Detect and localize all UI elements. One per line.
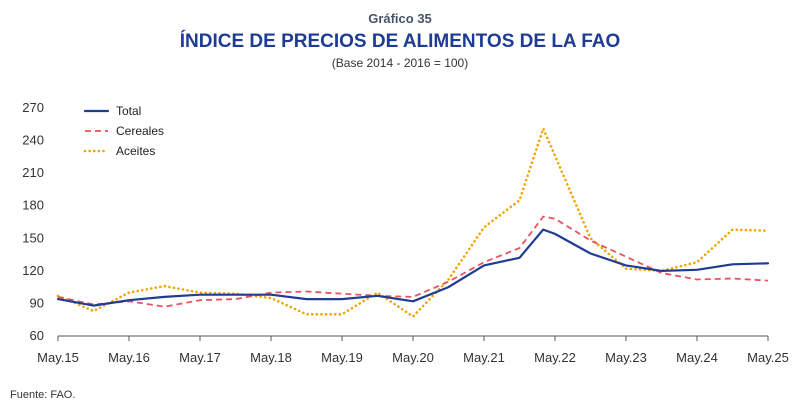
chart-axes: 60 90 120 150 180 210 240 270 May.15 May.16 May.17… xyxy=(22,100,789,365)
legend-label-cereales: Cereales xyxy=(116,124,164,138)
y-tick-label: 210 xyxy=(22,165,44,180)
y-tick-label: 240 xyxy=(22,133,44,148)
y-tick-label: 60 xyxy=(30,328,44,343)
legend-label-aceites: Aceites xyxy=(116,144,155,158)
x-tick-label: May.16 xyxy=(108,350,150,365)
chart-subtitle: (Base 2014 - 2016 = 100) xyxy=(331,56,469,70)
series-line-cereales xyxy=(57,215,769,308)
x-tick-label: May.20 xyxy=(392,350,434,365)
x-tick-label: May.25 xyxy=(747,350,789,365)
x-tick-label: May.24 xyxy=(676,350,718,365)
chart-title: ÍNDICE DE PRECIOS DE ALIMENTOS DE LA FAO xyxy=(179,31,621,52)
legend-label-total: Total xyxy=(116,104,141,118)
y-tick-label: 90 xyxy=(30,295,44,310)
x-tick-label: May.19 xyxy=(321,350,363,365)
y-tick-label: 270 xyxy=(22,100,44,115)
x-tick-label: May.18 xyxy=(250,350,292,365)
y-tick-label: 180 xyxy=(22,198,44,213)
chart-series xyxy=(56,127,770,318)
x-tick-label: May.21 xyxy=(463,350,505,365)
x-tick-label: May.23 xyxy=(605,350,647,365)
y-tick-label: 120 xyxy=(22,263,44,278)
x-tick-label: May.22 xyxy=(534,350,576,365)
chart-legend: Total Cereales Aceites xyxy=(83,104,164,158)
x-tick-label: May.15 xyxy=(37,350,79,365)
chart-kicker: Gráfico 35 xyxy=(368,11,432,26)
source-note: Fuente: FAO. xyxy=(10,389,76,401)
series-line-aceites xyxy=(56,127,770,318)
x-tick-label: May.17 xyxy=(179,350,221,365)
y-tick-label: 150 xyxy=(22,230,44,245)
series-line-total xyxy=(56,228,770,307)
